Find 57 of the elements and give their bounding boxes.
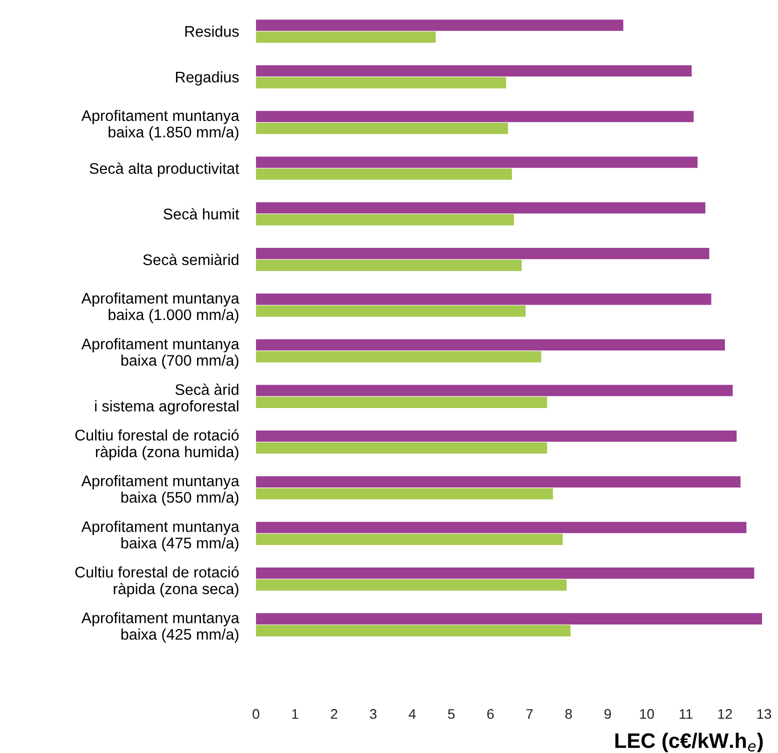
x-tick-label: 2 — [330, 709, 338, 719]
bar — [256, 476, 741, 488]
y-tick-label: Aprofitament muntanya baixa (1.850 mm/a) — [81, 110, 240, 141]
y-tick-label: Aprofitament muntanya baixa (425 mm/a) — [81, 612, 240, 643]
y-tick-label: Secà alta productivitat — [90, 162, 240, 177]
y-tick-label: Aprofitament muntanya baixa (475 mm/a) — [81, 520, 240, 552]
bar — [256, 77, 506, 88]
y-tick-label: Secà semiàrid — [143, 254, 238, 266]
y-tick-label: Cultiu forestal de rotació ràpida (zona seca) — [75, 566, 239, 598]
bar — [256, 396, 548, 408]
y-tick-label: Aprofitament muntanya baixa (550 mm/a) — [81, 475, 240, 506]
x-tick-label: 5 — [448, 709, 455, 719]
bar — [256, 430, 737, 442]
bar — [256, 260, 522, 272]
bar — [256, 248, 710, 260]
bar — [256, 488, 553, 500]
y-tick-label: Residus — [185, 26, 239, 37]
x-tick-label: 9 — [604, 709, 611, 719]
bar — [256, 294, 712, 305]
x-tick-label: 4 — [408, 709, 416, 719]
y-tick-label: Secà àrid i sistema agroforestal — [95, 384, 238, 414]
bar — [256, 534, 563, 546]
bar — [256, 522, 746, 534]
x-tick-label: 0 — [252, 709, 260, 719]
bar — [256, 351, 542, 362]
bar — [256, 110, 694, 122]
bar — [256, 339, 725, 350]
x-tick-label: 3 — [370, 709, 376, 719]
bar — [256, 384, 733, 396]
y-tick-label: Regadius — [176, 71, 239, 86]
x-tick-label: 1 — [292, 709, 298, 719]
bar — [256, 31, 436, 43]
bar — [256, 122, 508, 134]
x-tick-label: 11 — [680, 709, 692, 719]
bar — [256, 20, 624, 31]
y-tick-label: Cultiu forestal de rotació ràpida (zona humida) — [75, 429, 239, 460]
x-tick-label: 8 — [565, 709, 572, 719]
bar — [256, 305, 526, 317]
bar — [256, 568, 754, 579]
bar — [256, 625, 571, 636]
x-axis-title: LEC (c€/kW.h$_{e}$) — [615, 732, 763, 752]
bar — [256, 202, 706, 214]
x-tick-label: 6 — [487, 709, 494, 719]
y-tick-label: Aprofitament muntanya baixa (700 mm/a) — [81, 338, 240, 369]
x-tick-label: 13 — [757, 709, 772, 719]
bar — [256, 65, 692, 77]
bar — [256, 579, 567, 591]
bar — [256, 168, 512, 180]
x-tick-label: 7 — [526, 709, 533, 719]
y-tick-label: Aprofitament muntanya baixa (1.000 mm/a) — [81, 292, 240, 324]
bar — [256, 442, 548, 454]
bar — [256, 214, 514, 226]
x-tick-label: 10 — [640, 709, 654, 719]
bar — [256, 613, 762, 624]
bar — [256, 156, 698, 168]
x-tick-label: 12 — [718, 709, 732, 719]
y-tick-label: Secà humit — [164, 208, 240, 220]
